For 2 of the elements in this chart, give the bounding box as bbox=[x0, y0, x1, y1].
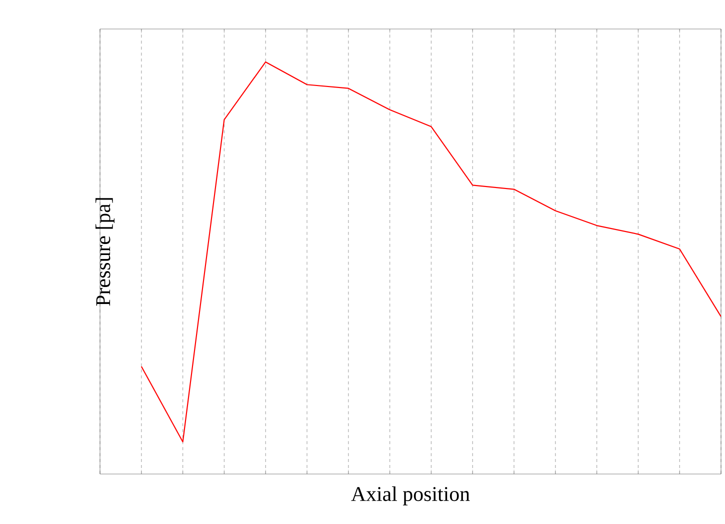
y-axis-title: Pressure [pa] bbox=[96, 198, 114, 306]
x-axis-title: Axial position bbox=[351, 486, 470, 506]
